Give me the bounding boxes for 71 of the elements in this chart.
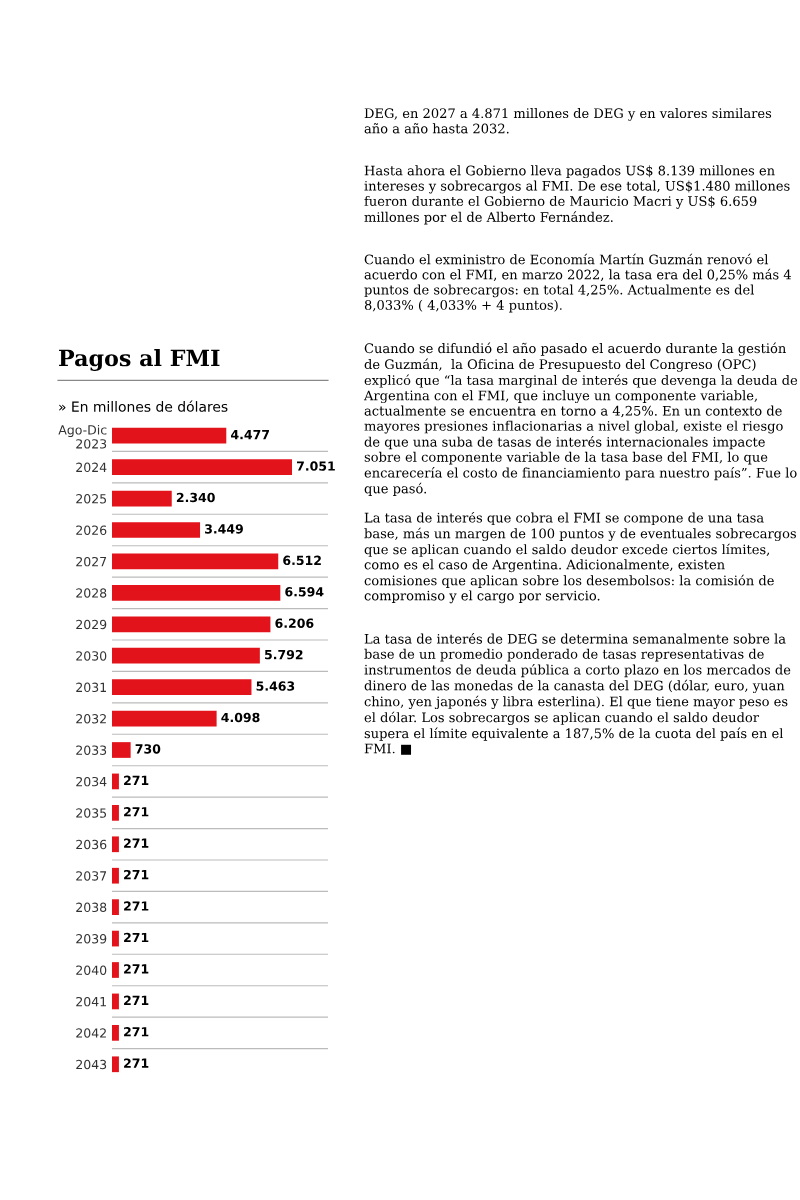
data-label: 6.206	[275, 618, 314, 628]
bar	[112, 742, 131, 758]
y-tick-label: 2028	[76, 588, 107, 598]
y-tick-label: 2040	[76, 965, 107, 975]
data-label: 271	[124, 869, 149, 880]
bar	[112, 1056, 119, 1073]
y-tick-label: 2033	[76, 745, 107, 755]
y-tick-label: 2026	[76, 525, 107, 535]
data-label: 5.792	[264, 649, 303, 660]
y-tick-label: 2041	[76, 996, 106, 1007]
text: DEG, en 2027 a 4.871 millones de DEG y en valores similares año a año hasta 2032.	[364, 108, 772, 134]
bar	[112, 993, 119, 1010]
y-tick-label: 2029	[76, 619, 107, 630]
bar	[112, 585, 281, 601]
bar	[112, 459, 292, 475]
y-tick-label: 2027	[76, 556, 107, 567]
bar	[112, 522, 201, 538]
y-tick-label: 2043	[76, 1059, 107, 1070]
data-label: 6.594	[285, 587, 324, 597]
y-tick-label: 2025	[76, 494, 107, 504]
data-label: 271	[124, 775, 149, 785]
chart-title: Pagos al FMI	[59, 349, 220, 371]
y-tick-label: 2032	[76, 714, 106, 724]
data-label: 271	[124, 932, 149, 943]
text: La tasa de interés que cobra el FMI se compone de una tasa base, más un margen de 100 puntos y de eventuales sobrecargos que se aplican cuando el saldo deudor excede ciertos límites, como es el caso de Argentina. Adicionalmente, existen comisiones que aplican sobre los desembolsos: la comisión de compromiso y el cargo por servicio.	[364, 511, 796, 604]
data-label: 4.477	[231, 430, 269, 440]
bar	[112, 1025, 119, 1041]
y-tick-label: 2024	[76, 462, 107, 473]
data-label: 7.051	[297, 461, 335, 471]
data-label: 3.449	[205, 524, 243, 534]
text: Cuando el exministro de Economía Martín Guzmán renovó el acuerdo con el FMI, en marzo 2022, la tasa era del 0,25% más 4 puntos de sobrecargos: en total 4,25%. Actualmente es del 8,033% ( 4,033% + 4 puntos).	[364, 253, 791, 313]
bar	[112, 773, 119, 790]
bar	[112, 962, 119, 978]
bar	[112, 490, 172, 507]
y-tick-label: 2038	[76, 902, 107, 913]
data-label: 6.512	[283, 555, 321, 566]
bar	[112, 427, 227, 444]
text: Hasta ahora el Gobierno lleva pagados US$ 8.139 millones en intereses y sobrecargos al FMI. De ese total, US$1.480 millones fueron durante el Gobierno de Mauricio Macri y US$ 6.659 millones por el de Alberto Fernández.	[364, 165, 790, 225]
data-label: 2.340	[176, 492, 215, 503]
data-label: 271	[124, 1027, 149, 1037]
data-label: 271	[124, 964, 149, 974]
bar	[112, 836, 119, 853]
data-label: 4.098	[221, 712, 260, 723]
data-label: 271	[124, 995, 149, 1005]
data-label: 271	[124, 1058, 149, 1068]
bar	[112, 899, 119, 915]
y-tick-label: 2037	[76, 871, 107, 881]
data-label: 5.463	[256, 681, 295, 691]
data-label: 730	[135, 744, 161, 754]
data-label: 271	[124, 838, 149, 848]
y-tick-label: 2031	[76, 682, 106, 693]
y-tick-label: 2034	[76, 776, 107, 787]
bar	[112, 616, 271, 633]
bar	[112, 647, 260, 664]
data-label: 271	[124, 901, 149, 911]
bar	[112, 679, 252, 695]
y-tick-label: Ago-Dic 2023	[58, 424, 107, 449]
y-tick-label: 2039	[76, 934, 107, 944]
bar	[112, 710, 217, 727]
data-label: 271	[124, 807, 149, 817]
chart-subtitle: » En millones de dólares	[59, 400, 228, 412]
bar	[112, 930, 119, 947]
text: Cuando se difundió el año pasado el acuerdo durante la gestión de Guzmán, la Oficina de Presupuesto del Congreso (OPC) explicó que “la tasa marginal de interés que devenga la deuda de Argentina con el FMI, que incluye un componente variable, actualmente se encuentra en torno a 4,25%. En un contexto de mayores presiones inflacionarias a nivel global, existe el riesgo de que una suba de tasas de interés internacionales impacte sobre el componente variable de la tasa base del FMI, lo que encarecería el costo de financiamiento para nuestro país”. Fue lo que pasó.	[363, 342, 798, 496]
y-tick-label: 2042	[76, 1028, 106, 1038]
bar	[112, 867, 119, 884]
text: La tasa de interés de DEG se determina semanalmente sobre la base de un promedio ponderado de tasas representativas de instrumentos de deuda pública a corto plazo en los mercados de dinero de las monedas de la canasta del DEG (dólar, euro, yuan chino, yen japonés y libra esterlina). El que tiene mayor peso es el dólar. Los sobrecargos se aplican cuando el saldo deudor supera el límite equivalente a 187,5% de la cuota del país en el FMI. ■	[364, 633, 791, 755]
y-tick-label: 2030	[76, 651, 107, 661]
bar	[112, 553, 279, 570]
bar	[112, 805, 119, 821]
y-tick-label: 2035	[76, 808, 107, 818]
y-tick-label: 2036	[76, 839, 107, 850]
